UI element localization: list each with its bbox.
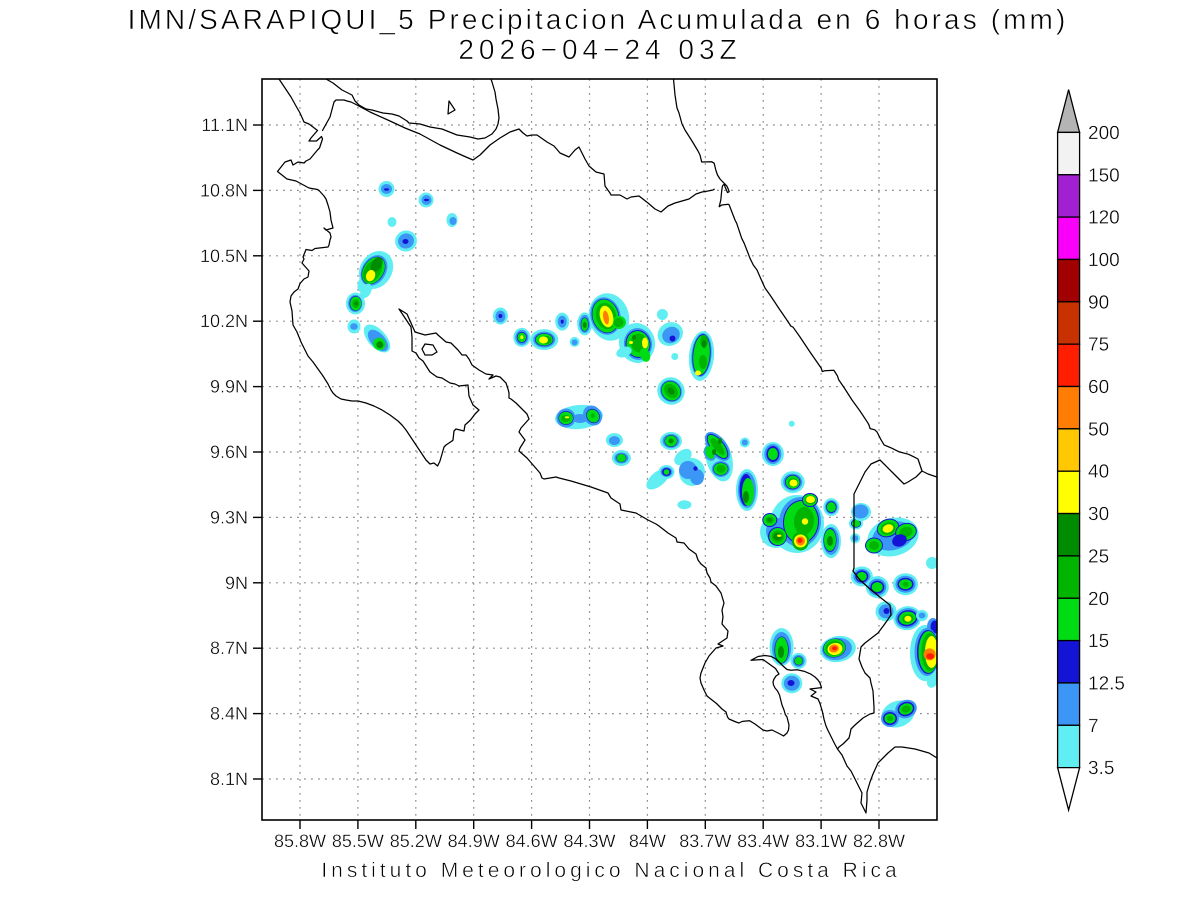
- svg-text:9N: 9N: [225, 573, 248, 593]
- svg-text:150: 150: [1088, 165, 1120, 186]
- svg-text:30: 30: [1088, 504, 1109, 525]
- svg-text:84.6W: 84.6W: [506, 831, 558, 851]
- svg-text:85.2W: 85.2W: [390, 831, 442, 851]
- svg-text:84.9W: 84.9W: [448, 831, 500, 851]
- svg-text:90: 90: [1088, 292, 1109, 313]
- svg-text:200: 200: [1088, 123, 1120, 144]
- svg-text:8.4N: 8.4N: [210, 704, 248, 724]
- svg-text:40: 40: [1088, 462, 1109, 483]
- svg-text:50: 50: [1088, 419, 1109, 440]
- svg-text:IMN/SARAPIQUI_5 Precipitacion: IMN/SARAPIQUI_5 Precipitacion Acumulada …: [128, 4, 1069, 35]
- svg-text:9.9N: 9.9N: [210, 377, 248, 397]
- svg-text:85.8W: 85.8W: [274, 831, 326, 851]
- svg-text:10.8N: 10.8N: [200, 180, 248, 200]
- svg-text:12.5: 12.5: [1088, 673, 1125, 694]
- svg-text:84W: 84W: [629, 831, 666, 851]
- svg-text:8.7N: 8.7N: [210, 638, 248, 658]
- svg-text:60: 60: [1088, 377, 1109, 398]
- svg-text:15: 15: [1088, 631, 1109, 652]
- svg-text:11.1N: 11.1N: [201, 115, 248, 135]
- svg-text:83.7W: 83.7W: [679, 831, 731, 851]
- svg-text:83.1W: 83.1W: [795, 831, 847, 851]
- svg-text:Instituto Meteorologico Nacion: Instituto Meteorologico Nacional Costa R…: [321, 859, 900, 882]
- svg-text:7: 7: [1088, 716, 1099, 737]
- svg-text:8.1N: 8.1N: [210, 769, 248, 789]
- svg-text:9.6N: 9.6N: [210, 442, 248, 462]
- svg-text:10.2N: 10.2N: [200, 311, 248, 331]
- svg-text:82.8W: 82.8W: [853, 831, 905, 851]
- svg-text:75: 75: [1088, 335, 1109, 356]
- svg-text:25: 25: [1088, 546, 1109, 567]
- svg-text:3.5: 3.5: [1088, 758, 1114, 779]
- svg-text:10.5N: 10.5N: [200, 246, 248, 266]
- svg-text:20: 20: [1088, 589, 1109, 610]
- svg-text:83.4W: 83.4W: [737, 831, 789, 851]
- svg-text:84.3W: 84.3W: [563, 831, 615, 851]
- svg-text:9.3N: 9.3N: [210, 507, 248, 527]
- svg-text:2026−04−24 03Z: 2026−04−24 03Z: [458, 34, 741, 65]
- svg-text:120: 120: [1088, 208, 1120, 229]
- svg-text:100: 100: [1088, 250, 1120, 271]
- svg-text:85.5W: 85.5W: [332, 831, 384, 851]
